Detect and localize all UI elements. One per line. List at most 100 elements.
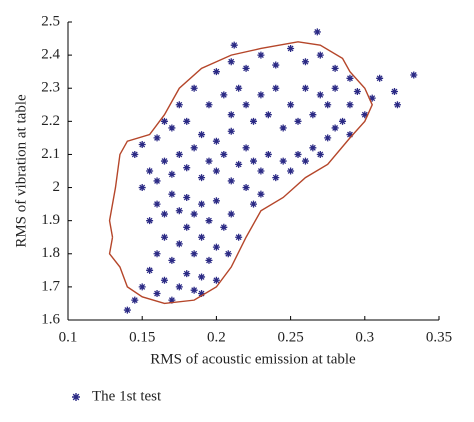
point xyxy=(279,157,287,165)
y-tick-label: 2 xyxy=(53,179,61,195)
point xyxy=(146,167,154,175)
point xyxy=(346,74,354,82)
point xyxy=(212,197,220,205)
point xyxy=(220,150,228,158)
y-tick-label: 2.1 xyxy=(41,146,60,162)
point xyxy=(190,210,198,218)
point xyxy=(410,71,418,79)
legend-marker xyxy=(72,393,80,401)
point xyxy=(160,157,168,165)
point xyxy=(242,144,250,152)
x-tick-label: 0.35 xyxy=(426,329,452,345)
point xyxy=(153,134,161,142)
point xyxy=(316,51,324,59)
point xyxy=(257,91,265,99)
point xyxy=(212,167,220,175)
x-axis-label: RMS of acoustic emission at table xyxy=(150,351,356,367)
point xyxy=(160,117,168,125)
point xyxy=(376,74,384,82)
point xyxy=(190,250,198,258)
point xyxy=(198,290,206,298)
point xyxy=(220,91,228,99)
point xyxy=(160,210,168,218)
point xyxy=(324,134,332,142)
point xyxy=(353,88,361,96)
point xyxy=(175,101,183,109)
y-tick-label: 1.6 xyxy=(41,311,60,327)
point xyxy=(331,124,339,132)
point xyxy=(339,117,347,125)
point xyxy=(190,144,198,152)
point xyxy=(198,273,206,281)
point xyxy=(175,150,183,158)
point xyxy=(153,200,161,208)
point xyxy=(138,283,146,291)
x-tick-label: 0.2 xyxy=(207,329,226,345)
point xyxy=(346,131,354,139)
point xyxy=(361,111,369,119)
point xyxy=(294,117,302,125)
y-tick-label: 2.3 xyxy=(41,80,60,96)
point xyxy=(316,91,324,99)
x-tick-label: 0.25 xyxy=(277,329,303,345)
x-tick-label: 0.3 xyxy=(355,329,374,345)
x-tick-label: 0.15 xyxy=(129,329,155,345)
point xyxy=(168,296,176,304)
point xyxy=(212,137,220,145)
point xyxy=(138,141,146,149)
point xyxy=(272,84,280,92)
point xyxy=(257,190,265,198)
point xyxy=(220,223,228,231)
point xyxy=(205,101,213,109)
point xyxy=(242,101,250,109)
point xyxy=(242,184,250,192)
point xyxy=(168,124,176,132)
point xyxy=(287,167,295,175)
point xyxy=(301,157,309,165)
point xyxy=(123,306,131,314)
point xyxy=(230,41,238,49)
point xyxy=(324,101,332,109)
point xyxy=(227,210,235,218)
point xyxy=(168,190,176,198)
point xyxy=(175,283,183,291)
point xyxy=(331,84,339,92)
point xyxy=(272,174,280,182)
y-tick-label: 1.9 xyxy=(41,212,60,228)
point xyxy=(242,64,250,72)
point xyxy=(146,217,154,225)
point xyxy=(257,167,265,175)
point xyxy=(160,233,168,241)
point xyxy=(198,131,206,139)
point xyxy=(212,276,220,284)
boundary-line xyxy=(108,41,373,305)
point xyxy=(301,58,309,66)
point xyxy=(368,94,376,102)
x-tick-label: 0.1 xyxy=(59,329,78,345)
point xyxy=(264,111,272,119)
point xyxy=(212,68,220,76)
y-tick-label: 2.4 xyxy=(41,47,60,63)
point xyxy=(175,240,183,248)
point xyxy=(146,266,154,274)
point xyxy=(198,233,206,241)
point xyxy=(250,157,257,165)
point xyxy=(190,84,198,92)
point xyxy=(272,61,280,69)
point xyxy=(309,111,317,119)
point xyxy=(227,58,235,66)
point xyxy=(264,150,272,158)
point xyxy=(393,101,401,109)
point xyxy=(153,250,161,258)
point xyxy=(183,270,191,278)
y-tick-label: 1.8 xyxy=(41,245,60,261)
y-tick-label: 2.5 xyxy=(41,13,60,29)
y-axis-label: RMS of vibration at table xyxy=(13,94,29,248)
point xyxy=(235,233,243,241)
point xyxy=(227,111,235,119)
point xyxy=(287,44,295,52)
y-tick-label: 1.7 xyxy=(41,278,60,294)
point xyxy=(205,217,213,225)
point xyxy=(257,51,265,59)
